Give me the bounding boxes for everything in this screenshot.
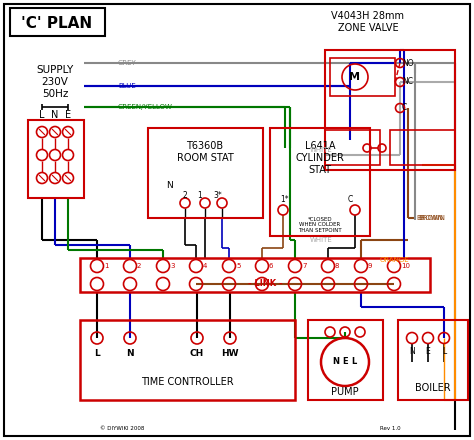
Text: E: E [426, 346, 430, 356]
Text: V4043H 28mm
ZONE VALVE: V4043H 28mm ZONE VALVE [331, 11, 404, 33]
Text: N: N [51, 110, 59, 120]
Text: T6360B
ROOM STAT: T6360B ROOM STAT [177, 141, 233, 163]
Text: BLUE: BLUE [118, 83, 136, 89]
Bar [330, 58, 395, 96]
Text: 5: 5 [236, 263, 240, 269]
Text: N: N [409, 346, 415, 356]
Text: *CLOSED
WHEN COLDER
THAN SETPOINT: *CLOSED WHEN COLDER THAN SETPOINT [298, 216, 342, 233]
Bar [270, 128, 370, 236]
Text: 'C' PLAN: 'C' PLAN [21, 15, 92, 30]
Text: BROWN: BROWN [418, 215, 445, 221]
Text: L: L [39, 110, 45, 120]
Text: 4: 4 [203, 263, 207, 269]
Text: M: M [349, 72, 361, 82]
Text: - LINK -: - LINK - [248, 279, 283, 289]
Text: L: L [351, 357, 356, 367]
Text: N: N [167, 180, 173, 190]
Text: BROWN: BROWN [416, 215, 443, 221]
Text: N: N [332, 357, 339, 367]
Bar [398, 320, 468, 400]
Bar [148, 128, 263, 218]
Text: 3: 3 [170, 263, 174, 269]
Text: CH: CH [190, 349, 204, 359]
Text: BOILER: BOILER [415, 383, 451, 393]
Text: L: L [442, 346, 446, 356]
Text: GREY: GREY [118, 60, 137, 66]
Text: 7: 7 [302, 263, 307, 269]
Text: N: N [126, 349, 134, 359]
Bar [325, 50, 455, 170]
Text: 3*: 3* [214, 191, 222, 199]
Text: ORANGE: ORANGE [380, 257, 410, 263]
Text: Rev 1.0: Rev 1.0 [380, 425, 401, 430]
Text: 9: 9 [368, 263, 373, 269]
Text: PUMP: PUMP [331, 387, 359, 397]
Bar [308, 320, 383, 400]
Bar [80, 258, 430, 292]
Text: 2: 2 [137, 263, 141, 269]
Bar [390, 130, 455, 165]
Text: L641A
CYLINDER
STAT: L641A CYLINDER STAT [296, 141, 345, 175]
Text: TIME CONTROLLER: TIME CONTROLLER [141, 377, 233, 387]
Text: 10: 10 [401, 263, 410, 269]
Text: 1: 1 [198, 191, 202, 199]
Text: HW: HW [221, 349, 239, 359]
Text: NO: NO [402, 59, 414, 67]
Bar [28, 120, 84, 198]
Text: E: E [65, 110, 71, 120]
Text: 2: 2 [182, 191, 187, 199]
Text: C: C [402, 103, 407, 113]
Bar [80, 320, 295, 400]
Text: 1: 1 [104, 263, 109, 269]
Bar [10, 8, 105, 36]
Text: GREEN/YELLOW: GREEN/YELLOW [118, 104, 173, 110]
Text: 6: 6 [269, 263, 273, 269]
Bar [325, 130, 380, 165]
Text: C: C [347, 195, 353, 205]
Text: 1*: 1* [281, 195, 289, 205]
Text: SUPPLY
230V
50Hz: SUPPLY 230V 50Hz [36, 66, 73, 99]
Text: WHITE: WHITE [310, 147, 333, 153]
Text: NC: NC [402, 77, 413, 87]
Text: L: L [94, 349, 100, 359]
Text: WHITE: WHITE [310, 237, 333, 243]
Text: E: E [342, 357, 348, 367]
Text: 8: 8 [335, 263, 339, 269]
Text: © DIYWIKI 2008: © DIYWIKI 2008 [100, 425, 145, 430]
